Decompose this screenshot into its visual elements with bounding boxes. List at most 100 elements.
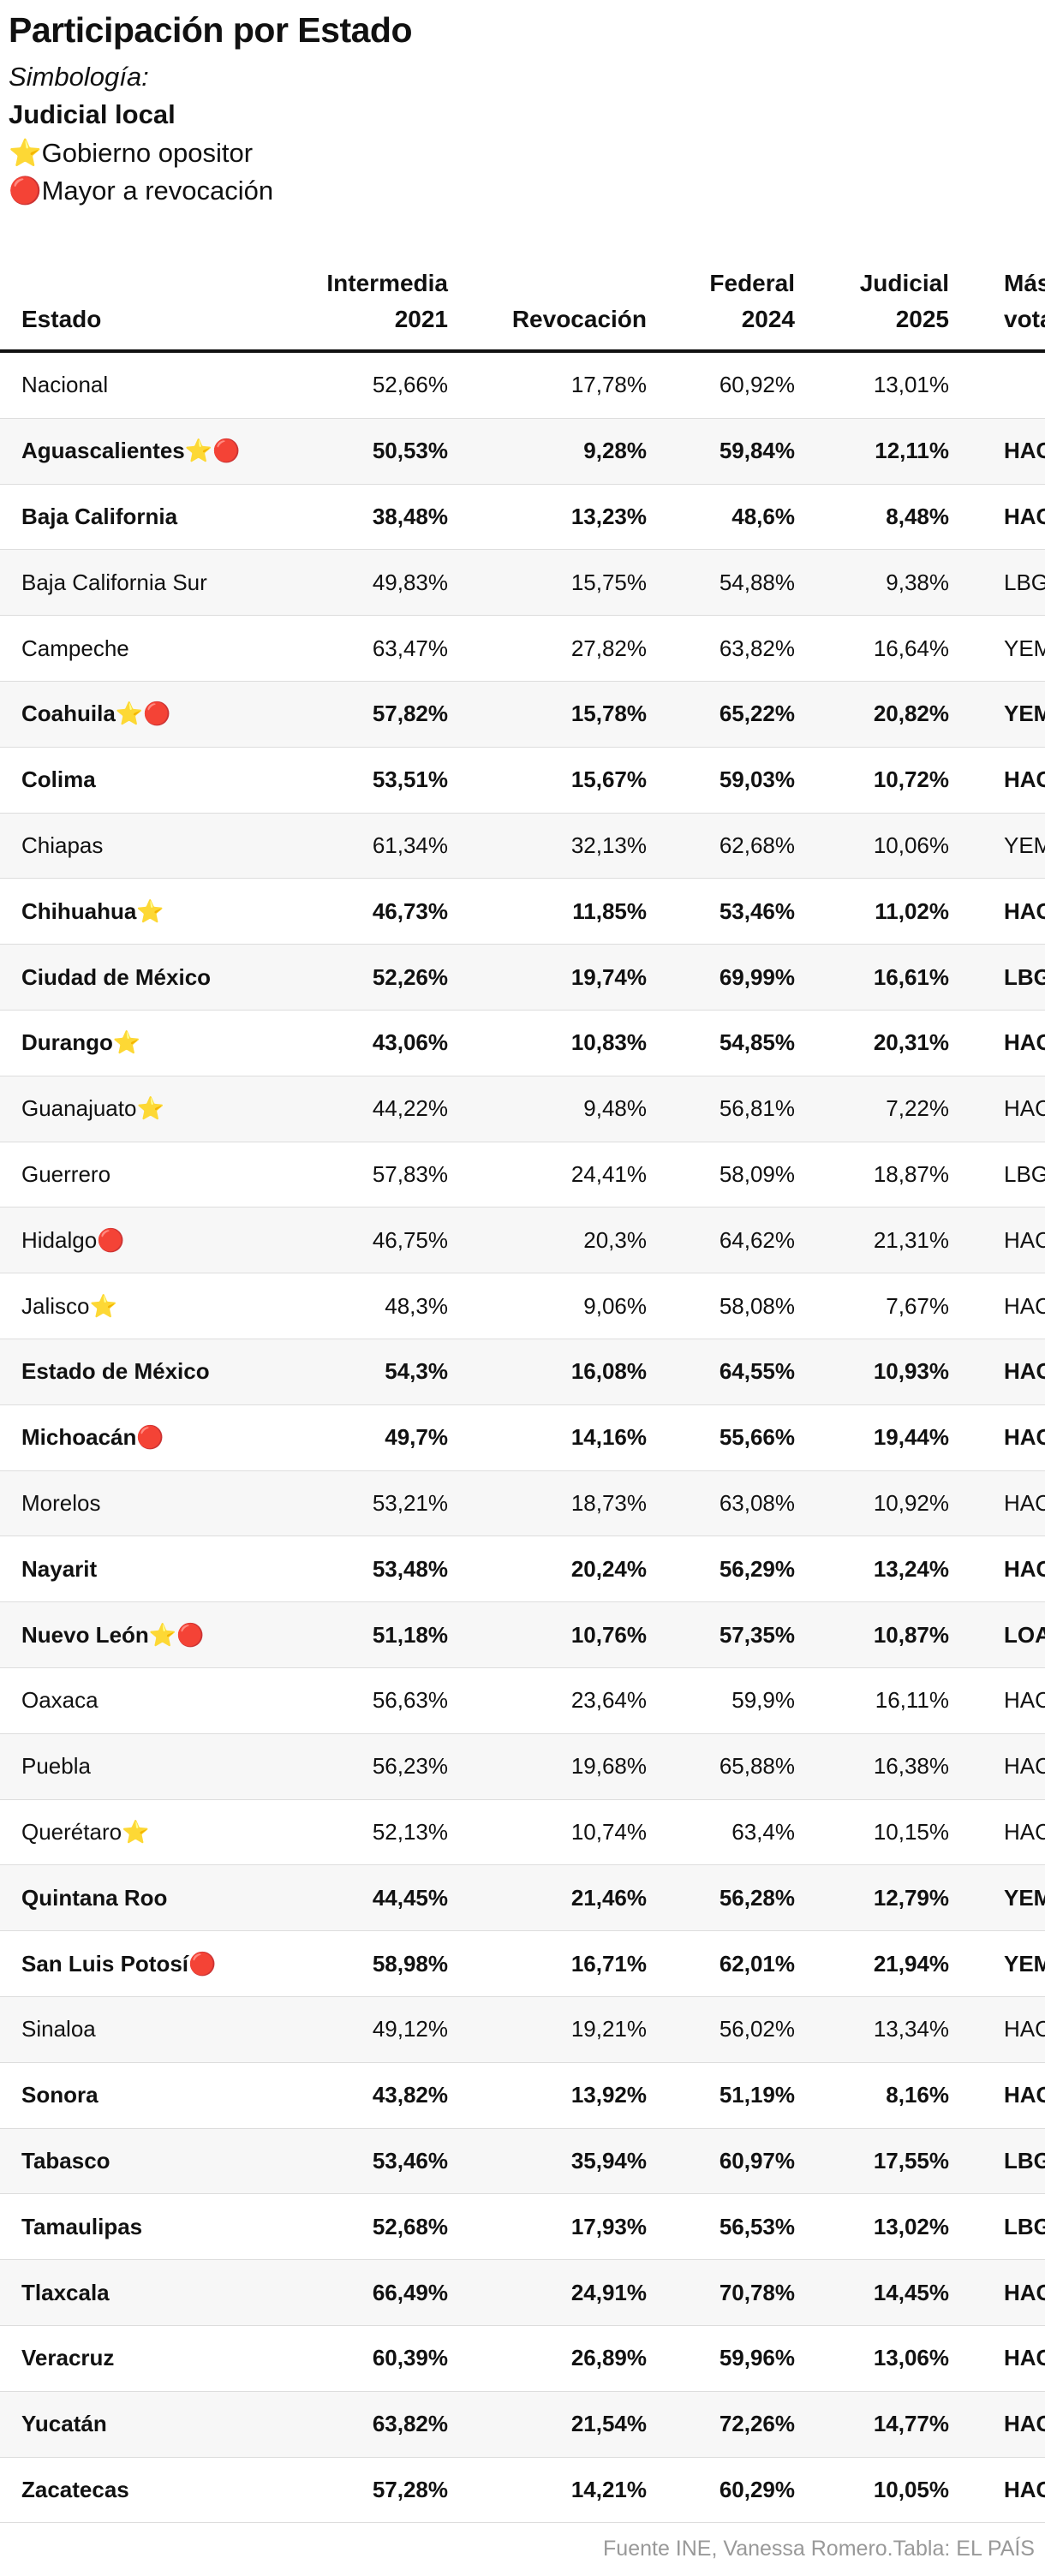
table-cell: 19,68% bbox=[570, 1753, 647, 1780]
table-cell: 7,67% bbox=[886, 1292, 949, 1319]
table-row: Durango⭐ 43,06% 10,83% 54,85% 20,31% HAC bbox=[0, 1011, 1045, 1076]
table-cell: 14,16% bbox=[570, 1424, 647, 1451]
table-cell: HAC bbox=[1004, 1095, 1045, 1122]
table-row: Ciudad de México 52,26% 19,74% 69,99% 16,61%… bbox=[0, 945, 1045, 1011]
table-cell: 63,82% bbox=[372, 2411, 448, 2437]
table-cell: 49,7% bbox=[385, 1424, 448, 1451]
table-cell: 58,09% bbox=[719, 1160, 795, 1187]
table-row: Chihuahua⭐ 46,73% 11,85% 53,46% 11,02% HAC bbox=[0, 879, 1045, 945]
table-cell: 58,98% bbox=[372, 1950, 448, 1977]
table-cell: 10,05% bbox=[873, 2476, 949, 2502]
table-cell: 13,24% bbox=[873, 1555, 949, 1582]
table-cell: HAC bbox=[1004, 438, 1045, 464]
table-cell: HAC bbox=[1004, 766, 1045, 793]
table-row: Nuevo León⭐🔴 51,18% 10,76% 57,35% 10,87% LOA bbox=[0, 1602, 1045, 1668]
table-cell: 59,9% bbox=[732, 1687, 795, 1714]
header-line: Intermedia bbox=[326, 270, 448, 296]
table-cell: Yucatán bbox=[21, 2411, 107, 2437]
table-cell: 48,3% bbox=[385, 1292, 448, 1319]
table-cell: 14,45% bbox=[873, 2279, 949, 2305]
table-cell: 44,22% bbox=[372, 1095, 448, 1122]
table-cell: 61,34% bbox=[372, 832, 448, 858]
table-cell: 43,82% bbox=[372, 2082, 448, 2108]
table-cell: Baja California bbox=[21, 503, 178, 529]
table-cell: YEM bbox=[1004, 832, 1045, 858]
table-cell: 56,81% bbox=[719, 1095, 795, 1122]
table-cell: 23,64% bbox=[570, 1687, 647, 1714]
table-cell: HAC bbox=[1004, 1489, 1045, 1516]
table-cell: 66,49% bbox=[372, 2279, 448, 2305]
table-cell: 62,01% bbox=[719, 1950, 795, 1977]
table-cell: Zacatecas bbox=[21, 2476, 129, 2502]
table-cell: 60,92% bbox=[719, 372, 795, 398]
table-cell: 24,41% bbox=[570, 1160, 647, 1187]
header-line: Federal bbox=[709, 270, 795, 296]
table-cell: 49,83% bbox=[372, 569, 448, 595]
table-row: San Luis Potosí🔴 58,98% 16,71% 62,01% 21,94%… bbox=[0, 1931, 1045, 1997]
table-cell: Tamaulipas bbox=[21, 2213, 143, 2239]
table-cell: 18,87% bbox=[873, 1160, 949, 1187]
table-row: Chiapas 61,34% 32,13% 62,68% 10,06% YEM bbox=[0, 813, 1045, 880]
footer: Fuente INE, Vanessa Romero.Tabla: EL PAÍ… bbox=[603, 2537, 1035, 2561]
table-cell: 13,02% bbox=[873, 2213, 949, 2239]
table-cell: 52,66% bbox=[372, 372, 448, 398]
table-cell: 21,94% bbox=[873, 1950, 949, 1977]
table-cell: 35,94% bbox=[570, 2147, 647, 2174]
table-cell: HAC bbox=[1004, 1358, 1045, 1385]
table-cell: LBG bbox=[1004, 2147, 1045, 2174]
table-cell: LBG bbox=[1004, 569, 1045, 595]
table-cell: 52,68% bbox=[372, 2213, 448, 2239]
header-line: Estado bbox=[21, 306, 102, 332]
table-cell: Quintana Roo bbox=[21, 1884, 168, 1911]
table-row: Tlaxcala 66,49% 24,91% 70,78% 14,45% HAC bbox=[0, 2260, 1045, 2326]
table-cell: 16,61% bbox=[873, 963, 949, 990]
table-cell: HAC bbox=[1004, 1029, 1045, 1056]
table-cell: 56,53% bbox=[719, 2213, 795, 2239]
table-cell: 10,72% bbox=[873, 766, 949, 793]
table: Estado Intermedia 2021 Revocación Federal 202… bbox=[0, 257, 1045, 2524]
table-cell: 38,48% bbox=[372, 503, 448, 529]
table-row: Michoacán🔴 49,7% 14,16% 55,66% 19,44% HAC bbox=[0, 1405, 1045, 1471]
table-cell: HAC bbox=[1004, 897, 1045, 924]
table-cell: 56,29% bbox=[719, 1555, 795, 1582]
table-row: Guanajuato⭐ 44,22% 9,48% 56,81% 7,22% HAC bbox=[0, 1076, 1045, 1142]
table-cell: 10,87% bbox=[873, 1621, 949, 1648]
table-row: Nayarit 53,48% 20,24% 56,29% 13,24% HAC bbox=[0, 1536, 1045, 1603]
table-cell: Querétaro⭐ bbox=[21, 1818, 150, 1845]
table-cell: 24,91% bbox=[570, 2279, 647, 2305]
table-cell: Baja California Sur bbox=[21, 569, 207, 595]
table-cell: 44,45% bbox=[372, 1884, 448, 1911]
table-cell: LBG bbox=[1004, 963, 1045, 990]
table-row: Baja California Sur 49,83% 15,75% 54,88% 9,3… bbox=[0, 550, 1045, 617]
table-cell: 59,03% bbox=[719, 766, 795, 793]
table-cell: 7,22% bbox=[886, 1095, 949, 1122]
table-cell: Nuevo León⭐🔴 bbox=[21, 1621, 205, 1648]
header-cell: Judicial 2025 bbox=[860, 265, 949, 337]
table-cell: 64,62% bbox=[719, 1226, 795, 1253]
table-cell: 56,02% bbox=[719, 2016, 795, 2042]
table-cell: 54,85% bbox=[719, 1029, 795, 1056]
table-cell: Veracruz bbox=[21, 2345, 115, 2371]
table-cell: 52,13% bbox=[372, 1818, 448, 1845]
table-cell: 51,19% bbox=[719, 2082, 795, 2108]
table-cell: 53,21% bbox=[372, 1489, 448, 1516]
table-row: Guerrero 57,83% 24,41% 58,09% 18,87% LBG bbox=[0, 1142, 1045, 1208]
table-cell: Sinaloa bbox=[21, 2016, 96, 2042]
table-cell: 63,4% bbox=[732, 1818, 795, 1845]
table-row: Puebla 56,23% 19,68% 65,88% 16,38% HAC bbox=[0, 1733, 1045, 1800]
table-cell: 13,06% bbox=[873, 2345, 949, 2371]
table-cell: 11,02% bbox=[875, 897, 949, 924]
table-cell: 9,38% bbox=[886, 569, 949, 595]
table-cell: 14,77% bbox=[873, 2411, 949, 2437]
table-cell: Jalisco⭐ bbox=[21, 1292, 117, 1319]
table-cell: 21,31% bbox=[873, 1226, 949, 1253]
table-cell: HAC bbox=[1004, 1555, 1045, 1582]
table-cell: Colima bbox=[21, 766, 96, 793]
table-cell: 60,97% bbox=[719, 2147, 795, 2174]
table-cell: 16,08% bbox=[570, 1358, 647, 1385]
table-cell: 16,11% bbox=[875, 1687, 949, 1714]
table-cell: 56,23% bbox=[372, 1753, 448, 1780]
table-cell: 20,82% bbox=[873, 701, 949, 727]
table-cell: 51,18% bbox=[372, 1621, 448, 1648]
table-cell: 15,75% bbox=[570, 569, 647, 595]
